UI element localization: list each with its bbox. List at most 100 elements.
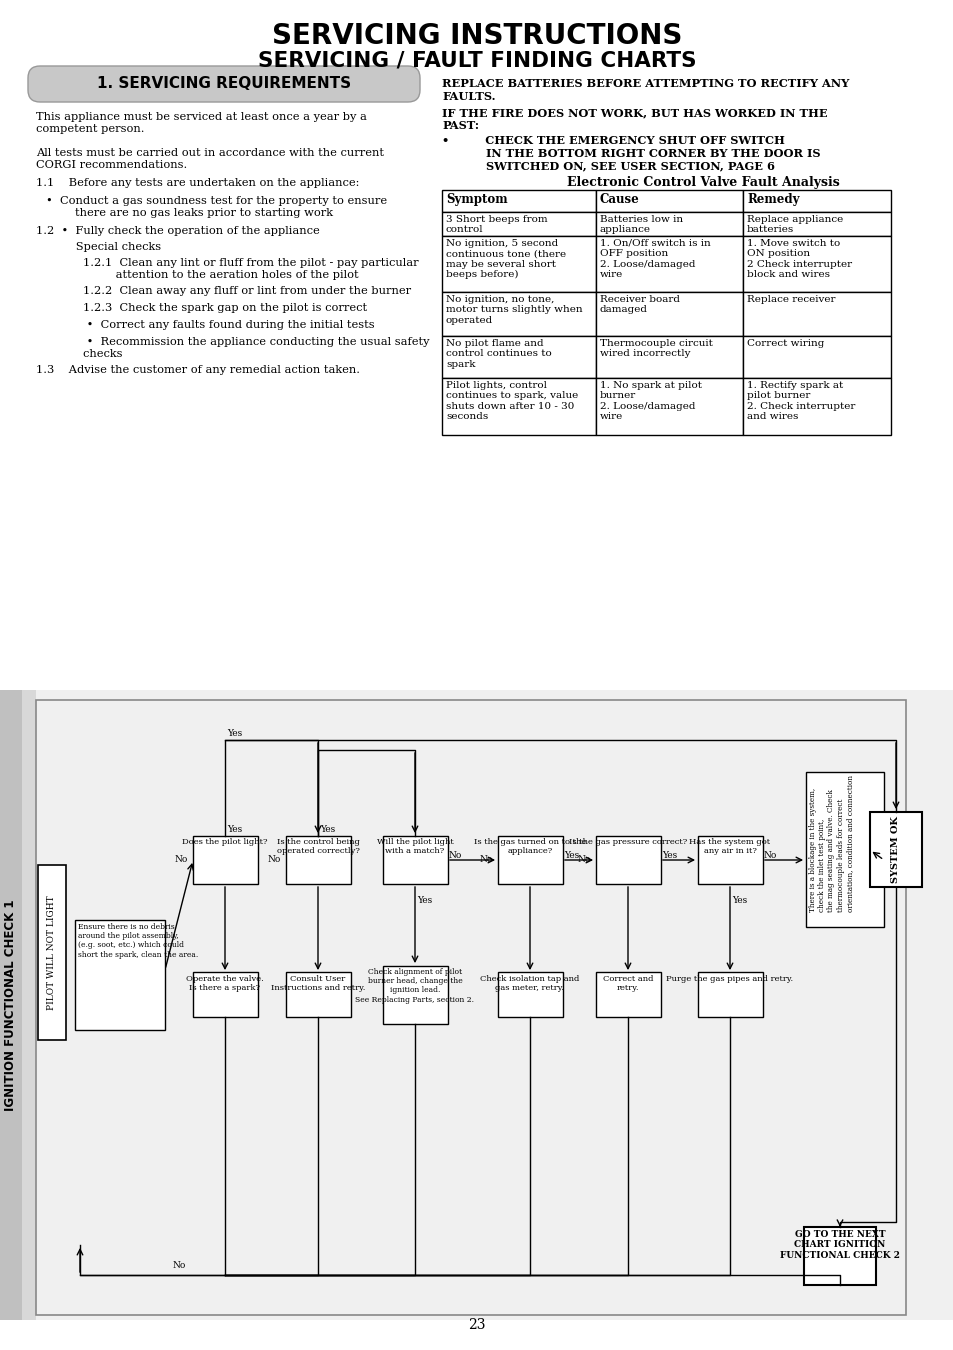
- Bar: [441, 378, 596, 435]
- Text: •  Conduct a gas soundness test for the property to ensure
        there are no : • Conduct a gas soundness test for the p…: [46, 196, 387, 217]
- Text: No: No: [172, 1261, 186, 1270]
- Text: Check alignment of pilot
burner head, change the
ignition lead.
See Replacing Pa: Check alignment of pilot burner head, ch…: [355, 968, 474, 1003]
- Bar: [497, 836, 562, 884]
- Text: No pilot flame and
control continues to
spark: No pilot flame and control continues to …: [446, 339, 551, 369]
- Text: No ignition, 5 second
continuous tone (there
may be several short
beeps before): No ignition, 5 second continuous tone (t…: [446, 239, 565, 279]
- Text: Electronic Control Valve Fault Analysis: Electronic Control Valve Fault Analysis: [566, 176, 839, 189]
- Text: 1. SERVICING REQUIREMENTS: 1. SERVICING REQUIREMENTS: [97, 77, 351, 92]
- Bar: [441, 292, 596, 336]
- FancyBboxPatch shape: [28, 66, 419, 103]
- Text: Is the gas pressure correct?: Is the gas pressure correct?: [568, 838, 686, 846]
- Bar: [22, 690, 36, 1320]
- Text: 23: 23: [468, 1318, 485, 1332]
- Text: Yes: Yes: [416, 896, 432, 905]
- Bar: [742, 190, 890, 212]
- Bar: [441, 190, 596, 212]
- Text: Operate the valve.
Is there a spark?: Operate the valve. Is there a spark?: [186, 975, 264, 992]
- Bar: [803, 1227, 875, 1285]
- Text: 1.2.3  Check the spark gap on the pilot is correct: 1.2.3 Check the spark gap on the pilot i…: [54, 302, 367, 313]
- Text: Receiver board
damaged: Receiver board damaged: [599, 296, 679, 315]
- Text: Yes: Yes: [227, 825, 242, 834]
- Text: Has the system got
any air in it?: Has the system got any air in it?: [689, 838, 770, 855]
- Bar: [596, 336, 742, 378]
- Text: Yes: Yes: [731, 896, 746, 905]
- Text: Correct wiring: Correct wiring: [746, 339, 823, 348]
- Text: No: No: [763, 852, 777, 860]
- Text: Consult User
Instructions and retry.: Consult User Instructions and retry.: [271, 975, 365, 992]
- Bar: [596, 378, 742, 435]
- Text: Thermocouple circuit
wired incorrectly: Thermocouple circuit wired incorrectly: [599, 339, 712, 358]
- Bar: [193, 972, 257, 1017]
- Bar: [742, 378, 890, 435]
- Text: Yes: Yes: [319, 825, 335, 834]
- Bar: [596, 292, 742, 336]
- Bar: [596, 190, 742, 212]
- Text: Check isolation tap and
gas meter, retry.: Check isolation tap and gas meter, retry…: [479, 975, 579, 992]
- Bar: [742, 292, 890, 336]
- Text: Yes: Yes: [563, 852, 578, 860]
- Text: No: No: [479, 856, 493, 864]
- Bar: [441, 236, 596, 292]
- Bar: [698, 972, 762, 1017]
- Bar: [742, 336, 890, 378]
- Text: •         CHECK THE EMERGENCY SHUT OFF SWITCH
           IN THE BOTTOM RIGHT COR: • CHECK THE EMERGENCY SHUT OFF SWITCH IN…: [441, 135, 820, 171]
- Text: This appliance must be serviced at least once a year by a
competent person.: This appliance must be serviced at least…: [36, 112, 367, 134]
- Bar: [0, 690, 22, 1320]
- Text: Replace receiver: Replace receiver: [746, 296, 835, 304]
- Text: Is the gas turned on to the
appliance?: Is the gas turned on to the appliance?: [474, 838, 585, 855]
- Text: Batteries low in
appliance: Batteries low in appliance: [599, 215, 682, 235]
- Text: PILOT WILL NOT LIGHT: PILOT WILL NOT LIGHT: [48, 895, 56, 1010]
- Text: Pilot lights, control
continues to spark, value
shuts down after 10 - 30
seconds: Pilot lights, control continues to spark…: [446, 381, 578, 421]
- Bar: [742, 236, 890, 292]
- Bar: [36, 701, 905, 1315]
- Text: SERVICING / FAULT FINDING CHARTS: SERVICING / FAULT FINDING CHARTS: [257, 50, 696, 70]
- Bar: [441, 336, 596, 378]
- Text: REPLACE BATTERIES BEFORE ATTEMPTING TO RECTIFY ANY
FAULTS.: REPLACE BATTERIES BEFORE ATTEMPTING TO R…: [441, 78, 848, 101]
- Text: SERVICING INSTRUCTIONS: SERVICING INSTRUCTIONS: [272, 22, 681, 50]
- Bar: [698, 836, 762, 884]
- Text: Special checks: Special checks: [54, 242, 161, 252]
- Text: 1.1    Before any tests are undertaken on the appliance:: 1.1 Before any tests are undertaken on t…: [36, 178, 359, 188]
- Text: Will the pilot light
with a match?: Will the pilot light with a match?: [376, 838, 453, 855]
- Text: Symptom: Symptom: [446, 193, 507, 207]
- Bar: [441, 212, 596, 236]
- Bar: [596, 972, 660, 1017]
- Text: Correct and
retry.: Correct and retry.: [602, 975, 653, 992]
- Text: 1.2  •  Fully check the operation of the appliance: 1.2 • Fully check the operation of the a…: [36, 225, 319, 236]
- Bar: [382, 967, 448, 1025]
- Bar: [36, 690, 953, 1320]
- Text: 1. On/Off switch is in
OFF position
2. Loose/damaged
wire: 1. On/Off switch is in OFF position 2. L…: [599, 239, 710, 279]
- Text: Does the pilot light?: Does the pilot light?: [182, 838, 268, 846]
- Text: No ignition, no tone,
motor turns slightly when
operated: No ignition, no tone, motor turns slight…: [446, 296, 582, 325]
- Text: All tests must be carried out in accordance with the current
CORGI recommendatio: All tests must be carried out in accorda…: [36, 148, 384, 170]
- Text: Replace appliance
batteries: Replace appliance batteries: [746, 215, 842, 235]
- Bar: [382, 836, 448, 884]
- Text: Is the control being
operated correctly?: Is the control being operated correctly?: [276, 838, 359, 855]
- Text: No: No: [578, 856, 591, 864]
- Bar: [286, 836, 351, 884]
- Text: IF THE FIRE DOES NOT WORK, BUT HAS WORKED IN THE
PAST:: IF THE FIRE DOES NOT WORK, BUT HAS WORKE…: [441, 107, 827, 131]
- Text: SYSTEM OK: SYSTEM OK: [890, 817, 900, 883]
- Text: Purge the gas pipes and retry.: Purge the gas pipes and retry.: [666, 975, 793, 983]
- Bar: [193, 836, 257, 884]
- Bar: [742, 212, 890, 236]
- Text: Cause: Cause: [599, 193, 639, 207]
- Bar: [497, 972, 562, 1017]
- Text: Yes: Yes: [227, 729, 242, 738]
- Text: No: No: [174, 856, 188, 864]
- Text: 1. Rectify spark at
pilot burner
2. Check interrupter
and wires: 1. Rectify spark at pilot burner 2. Chec…: [746, 381, 855, 421]
- Bar: [596, 836, 660, 884]
- Bar: [805, 772, 883, 927]
- Text: •  Correct any faults found during the initial tests: • Correct any faults found during the in…: [54, 320, 375, 329]
- Text: 3 Short beeps from
control: 3 Short beeps from control: [446, 215, 547, 235]
- Text: Remedy: Remedy: [746, 193, 799, 207]
- Text: •  Recommission the appliance conducting the usual safety
        checks: • Recommission the appliance conducting …: [54, 338, 429, 359]
- Text: No: No: [268, 856, 281, 864]
- Bar: [869, 811, 921, 887]
- Text: 1.2.1  Clean any lint or fluff from the pilot - pay particular
                 : 1.2.1 Clean any lint or fluff from the p…: [54, 258, 418, 279]
- Bar: [596, 236, 742, 292]
- Text: IGNITION FUNCTIONAL CHECK 1: IGNITION FUNCTIONAL CHECK 1: [5, 899, 17, 1111]
- Text: Ensure there is no debris
around the pilot assembly,
(e.g. soot, etc.) which cou: Ensure there is no debris around the pil…: [78, 923, 198, 958]
- Text: Yes: Yes: [661, 852, 677, 860]
- Bar: [596, 212, 742, 236]
